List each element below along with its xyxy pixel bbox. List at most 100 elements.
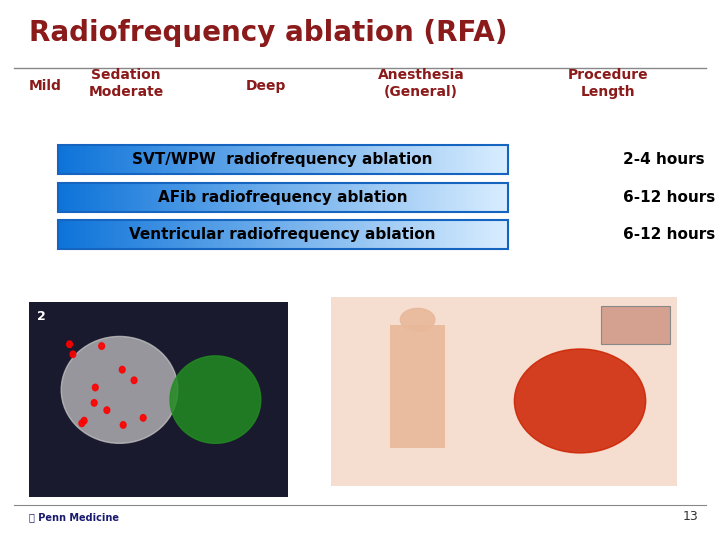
Bar <box>188 183 191 212</box>
Bar <box>485 183 488 212</box>
Bar <box>346 220 348 249</box>
Bar <box>438 145 441 174</box>
Bar <box>148 183 150 212</box>
Bar <box>134 145 137 174</box>
Bar <box>89 145 92 174</box>
Bar <box>154 183 157 212</box>
Bar <box>217 145 220 174</box>
Ellipse shape <box>104 407 109 414</box>
Bar <box>91 183 94 212</box>
Bar <box>204 145 207 174</box>
Bar <box>418 220 420 249</box>
Bar <box>454 220 456 249</box>
Bar <box>136 145 140 174</box>
Bar <box>334 183 337 212</box>
Bar <box>600 307 670 345</box>
Bar <box>415 145 418 174</box>
Bar <box>134 220 137 249</box>
Bar <box>246 145 250 174</box>
Bar <box>366 183 369 212</box>
Bar <box>400 145 402 174</box>
Bar <box>359 220 362 249</box>
Bar <box>487 145 490 174</box>
Bar <box>431 183 434 212</box>
Bar <box>467 183 470 212</box>
Bar <box>107 220 110 249</box>
Bar <box>375 145 378 174</box>
Bar <box>476 145 479 174</box>
Bar <box>397 220 400 249</box>
Bar <box>138 220 142 249</box>
Bar <box>184 220 186 249</box>
Bar <box>478 183 482 212</box>
Bar <box>152 220 155 249</box>
Bar <box>73 145 76 174</box>
Bar <box>364 220 366 249</box>
Bar <box>123 145 126 174</box>
Bar <box>465 145 468 174</box>
Text: 2: 2 <box>37 310 46 323</box>
Bar <box>400 183 402 212</box>
Text: Radiofrequency ablation (RFA): Radiofrequency ablation (RFA) <box>29 19 508 47</box>
Bar <box>373 220 376 249</box>
Ellipse shape <box>81 417 87 424</box>
Bar <box>395 220 398 249</box>
Bar <box>238 220 240 249</box>
Bar <box>487 220 490 249</box>
Bar <box>483 183 486 212</box>
Bar <box>303 183 306 212</box>
Bar <box>496 220 500 249</box>
Bar <box>503 183 506 212</box>
Bar <box>316 183 320 212</box>
Bar <box>361 220 364 249</box>
Bar <box>157 145 160 174</box>
Bar <box>368 220 371 249</box>
Bar <box>397 145 400 174</box>
Bar <box>127 145 130 174</box>
Bar <box>496 183 500 212</box>
Bar <box>429 145 432 174</box>
Bar <box>238 145 240 174</box>
Bar <box>449 220 452 249</box>
Bar <box>193 183 196 212</box>
Bar <box>422 183 425 212</box>
Bar <box>125 145 128 174</box>
Bar <box>265 183 268 212</box>
Bar <box>382 183 384 212</box>
Bar <box>62 145 65 174</box>
Bar <box>269 145 272 174</box>
Bar <box>181 220 184 249</box>
Bar <box>141 183 144 212</box>
Bar <box>377 220 380 249</box>
Bar <box>422 220 425 249</box>
Bar <box>73 183 76 212</box>
Bar <box>145 220 148 249</box>
Bar <box>485 220 488 249</box>
Bar <box>355 220 358 249</box>
Bar <box>76 220 78 249</box>
Bar <box>89 183 92 212</box>
Bar <box>231 145 234 174</box>
Bar <box>357 183 360 212</box>
Bar <box>231 220 234 249</box>
Bar <box>339 145 342 174</box>
Bar <box>69 183 72 212</box>
Bar <box>355 145 358 174</box>
Bar <box>170 145 173 174</box>
Bar <box>161 145 164 174</box>
Bar <box>467 220 470 249</box>
Bar <box>103 145 106 174</box>
Bar <box>262 183 265 212</box>
Bar <box>105 145 108 174</box>
Bar <box>285 183 288 212</box>
Bar <box>368 183 371 212</box>
Bar <box>289 183 292 212</box>
Bar <box>271 183 274 212</box>
Text: SVT/WPW  radiofrequency ablation: SVT/WPW radiofrequency ablation <box>132 152 433 167</box>
Bar <box>231 183 234 212</box>
Bar <box>330 145 333 174</box>
Bar <box>222 183 225 212</box>
Bar <box>94 220 96 249</box>
Bar <box>202 183 204 212</box>
Bar <box>388 183 392 212</box>
